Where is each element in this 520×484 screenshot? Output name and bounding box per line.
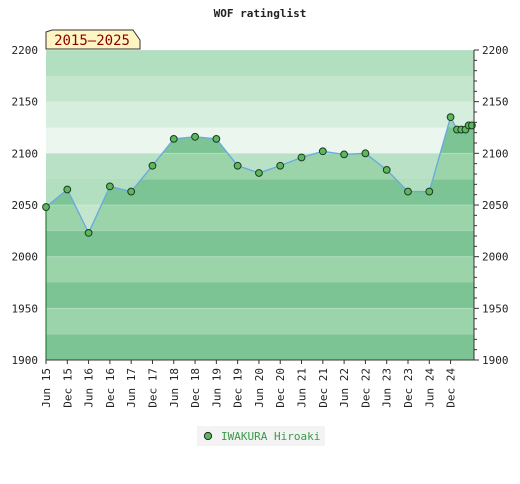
- upper-band: [46, 75, 474, 102]
- y-axis-left: 1900 1950 2000 2050 2100 2150 2200: [12, 44, 39, 367]
- x-tick-label: Jun 19: [210, 368, 223, 408]
- data-point: [105, 182, 114, 191]
- data-point: [361, 149, 370, 158]
- band: [46, 282, 474, 309]
- data-point: [404, 187, 412, 196]
- upper-band: [46, 101, 474, 128]
- data-point: [148, 161, 157, 170]
- upper-band: [46, 127, 474, 154]
- data-point: [127, 187, 136, 196]
- y-tick-label: 1900: [12, 354, 39, 367]
- data-point: [425, 187, 434, 196]
- y-tick-label-right: 2050: [482, 199, 509, 212]
- data-point: [169, 134, 178, 143]
- y-tick-label: 2200: [12, 44, 39, 57]
- x-tick-label: Jun 23: [381, 368, 394, 408]
- chart-title: WOF ratinglist: [214, 7, 307, 20]
- y-tick-label-right: 1900: [482, 354, 509, 367]
- band: [46, 334, 474, 360]
- x-tick-label: Dec 16: [104, 368, 117, 408]
- data-point: [276, 161, 285, 170]
- period-badge: 2015–2025: [45, 29, 141, 50]
- y-tick-label: 2000: [12, 251, 39, 264]
- data-point: [233, 161, 242, 170]
- data-point: [446, 113, 455, 122]
- data-point: [212, 134, 221, 143]
- period-badge-text: 2015–2025: [54, 33, 130, 49]
- data-point: [340, 150, 349, 159]
- data-point: [382, 165, 391, 174]
- x-tick-label: Jun 18: [168, 368, 181, 408]
- upper-band: [46, 50, 474, 76]
- x-tick-label: Jun 15: [40, 368, 53, 408]
- x-tick-label: Jun 22: [338, 368, 351, 408]
- band: [46, 256, 474, 283]
- legend: IWAKURA Hiroaki: [197, 426, 325, 446]
- x-axis: Jun 15 Dec 15 Jun 16 Dec 16 Jun 17 Dec 17 Jun …: [40, 359, 474, 408]
- legend-label: IWAKURA Hiroaki: [221, 430, 320, 443]
- y-tick-label-right: 1950: [482, 302, 509, 315]
- data-point: [191, 132, 199, 141]
- x-tick-label: Dec 18: [189, 368, 202, 408]
- band: [46, 205, 474, 231]
- y-tick-label-right: 2100: [482, 147, 509, 160]
- x-tick-label: Dec 17: [146, 368, 159, 408]
- y-tick-label: 2050: [12, 199, 39, 212]
- data-point: [297, 153, 306, 162]
- x-tick-label: Dec 21: [317, 368, 330, 408]
- data-point: [63, 185, 72, 194]
- y-tick-label: 2100: [12, 147, 39, 160]
- x-tick-label: Dec 15: [61, 368, 74, 408]
- y-tick-label-right: 2200: [482, 44, 509, 57]
- x-tick-label: Jun 16: [83, 368, 96, 408]
- x-tick-label: Dec 22: [359, 368, 372, 408]
- y-tick-label-right: 2150: [482, 96, 509, 109]
- band: [46, 230, 474, 257]
- y-tick-label: 1950: [12, 302, 39, 315]
- band: [46, 308, 474, 335]
- legend-marker: [203, 431, 213, 441]
- x-tick-label: Dec 23: [402, 368, 415, 408]
- x-tick-label: Dec 19: [232, 368, 245, 408]
- x-tick-label: Dec 24: [445, 368, 458, 408]
- y-tick-label: 2150: [12, 96, 39, 109]
- data-point: [318, 147, 327, 156]
- data-point: [84, 229, 93, 237]
- data-point: [255, 169, 263, 177]
- x-tick-label: Jun 21: [296, 368, 309, 408]
- data-point: [42, 203, 50, 211]
- y-tick-label-right: 2000: [482, 251, 509, 264]
- x-tick-label: Jun 24: [423, 368, 436, 408]
- x-tick-label: Dec 20: [274, 368, 287, 408]
- data-points: [42, 113, 476, 237]
- x-tick-label: Jun 20: [253, 368, 266, 408]
- y-axis-right: 1900 1950 2000 2050 2100 2150 2200: [473, 44, 509, 367]
- x-tick-label: Jun 17: [125, 368, 138, 408]
